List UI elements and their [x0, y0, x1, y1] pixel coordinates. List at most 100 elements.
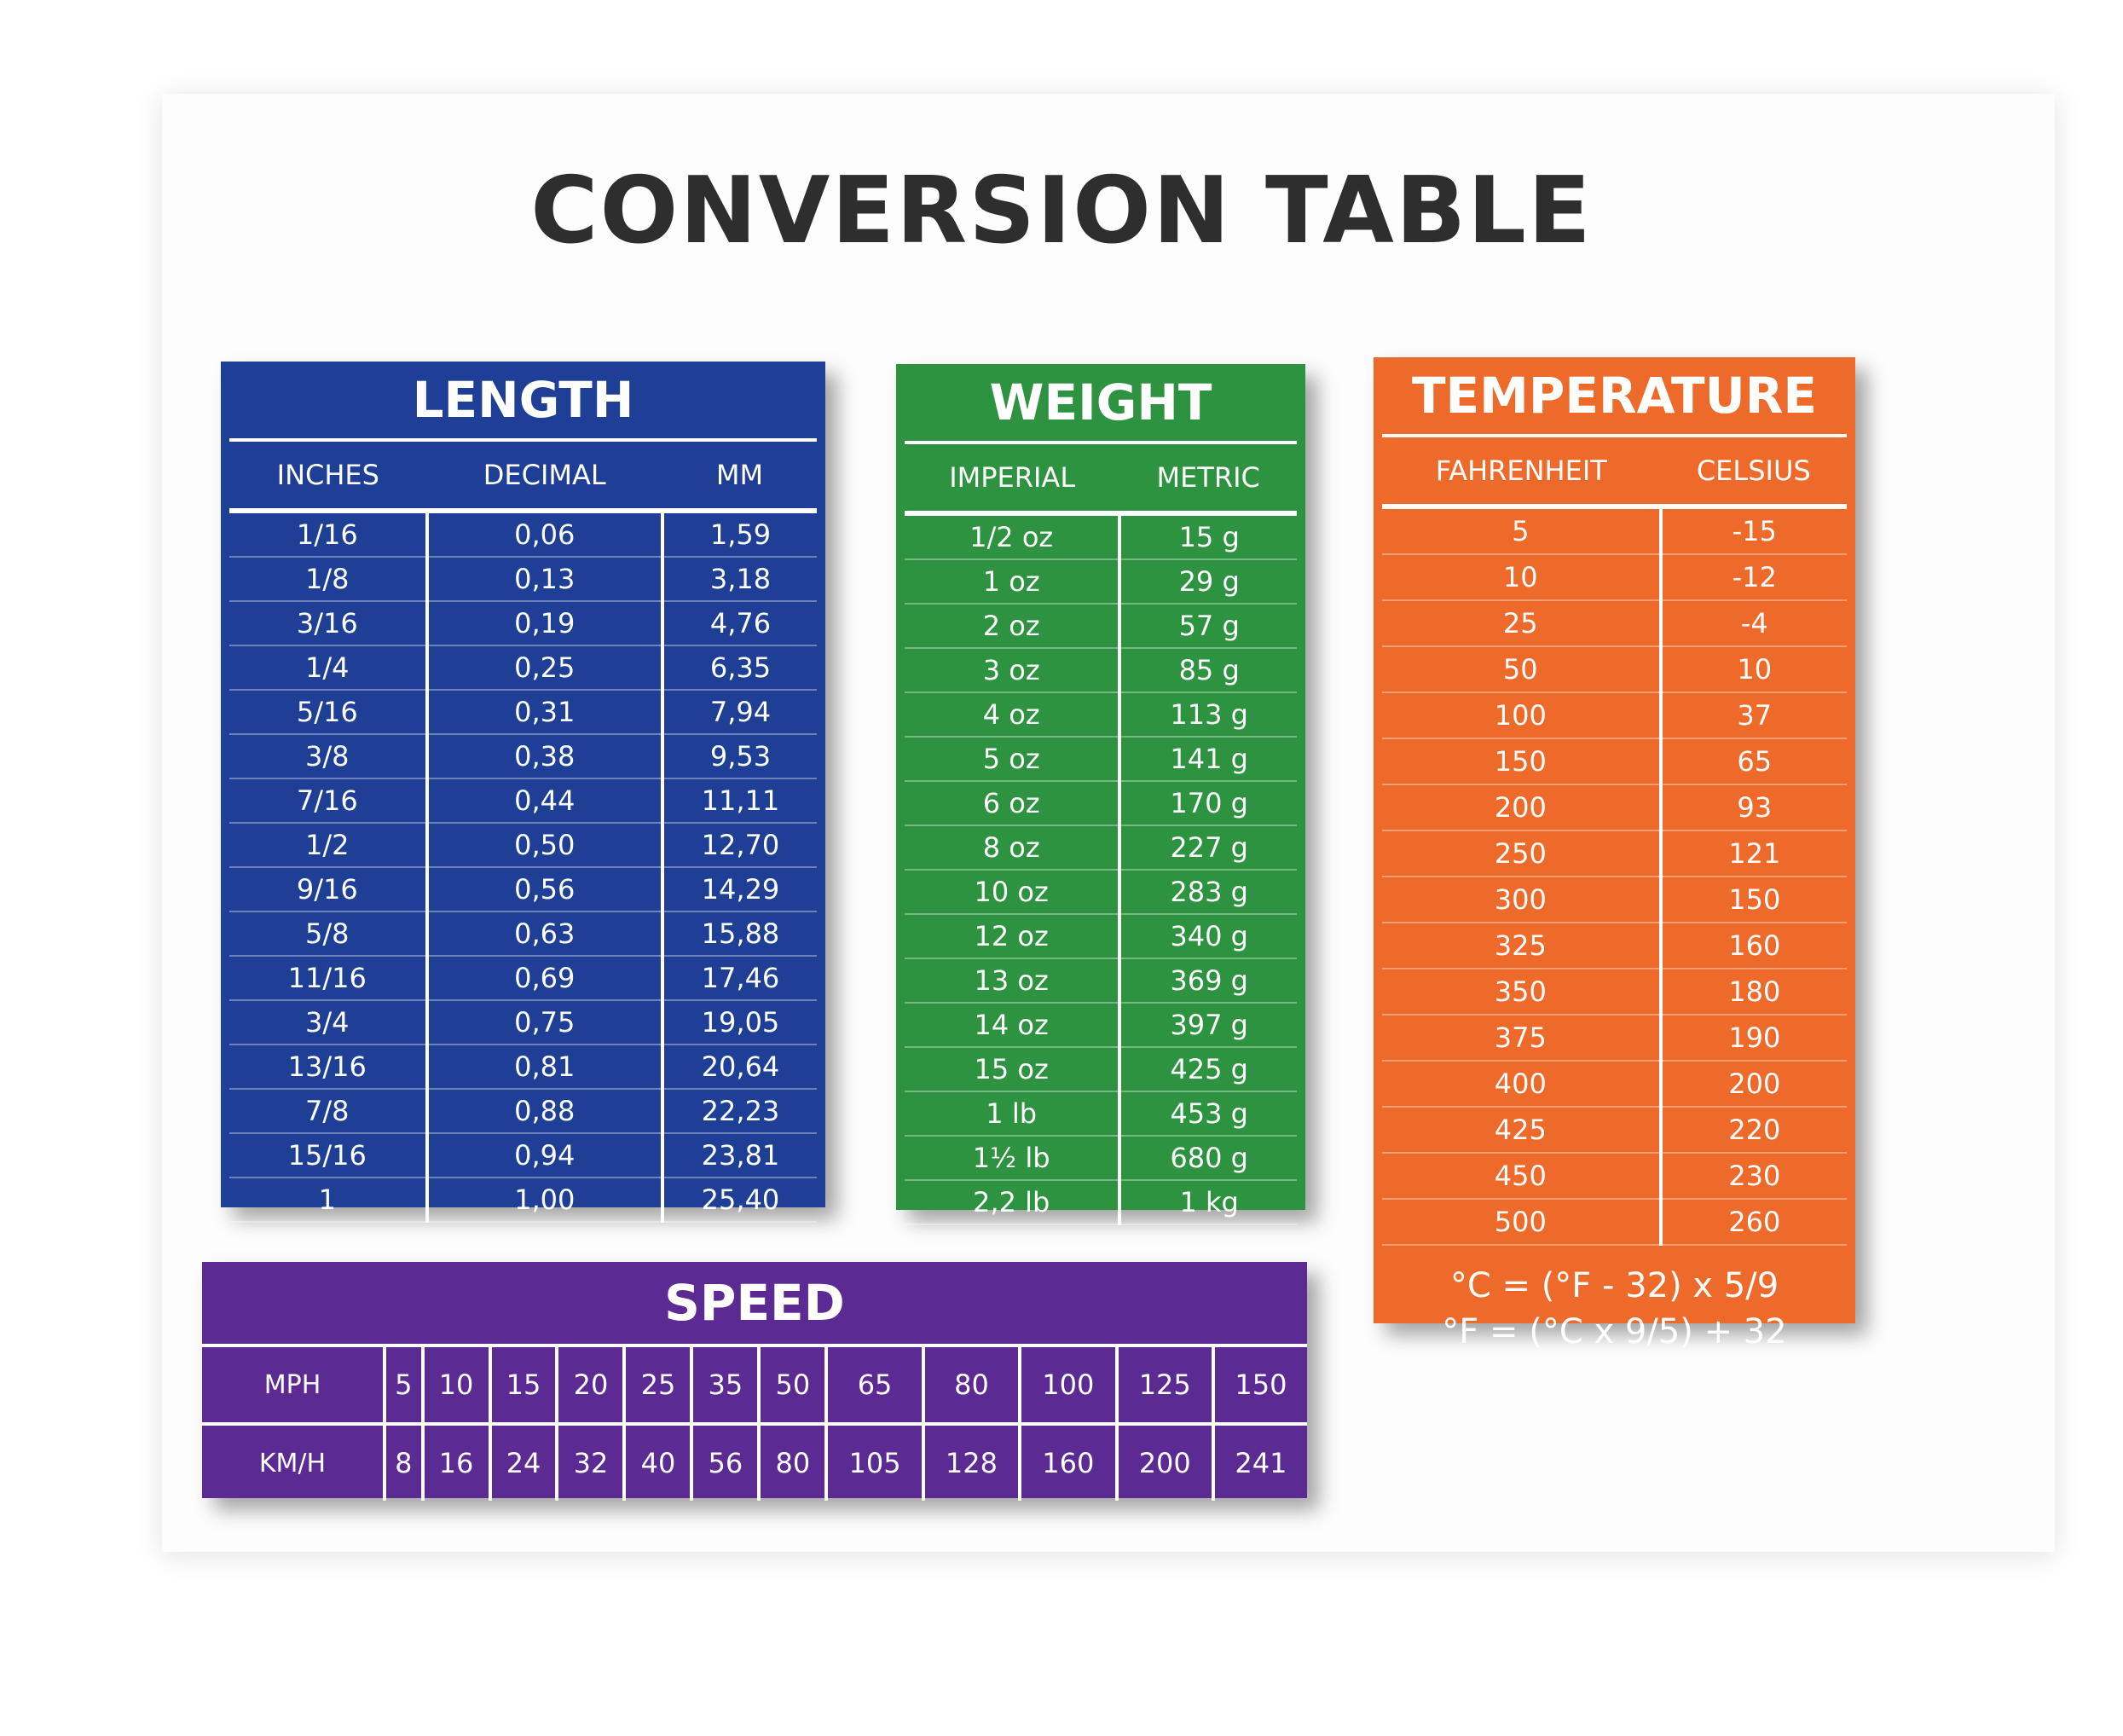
table-row: 450 230 — [1382, 1153, 1847, 1200]
cell: 15 oz — [905, 1047, 1120, 1092]
table-row: 350 180 — [1382, 969, 1847, 1016]
cell: 1/8 — [229, 557, 427, 602]
cell: 3 oz — [905, 648, 1120, 693]
cell: 230 — [1658, 1153, 1847, 1200]
cell: 227 g — [1118, 825, 1297, 871]
table-row: 12 oz 340 g — [905, 914, 1297, 959]
cell: 453 g — [1118, 1091, 1297, 1137]
cell: 400 — [1382, 1061, 1661, 1108]
cell: 141 g — [1118, 737, 1297, 782]
table-row: 5 oz 141 g — [905, 737, 1297, 782]
cell: 13/16 — [229, 1044, 427, 1090]
cell: 11/16 — [229, 956, 427, 1001]
cell: 9/16 — [229, 867, 427, 912]
cell: 4 oz — [905, 692, 1120, 738]
header-row: FAHRENHEIT CELSIUS — [1382, 437, 1847, 509]
cell: 1/16 — [229, 511, 427, 558]
cell: 369 g — [1118, 958, 1297, 1004]
cell: 15 g — [1118, 513, 1297, 560]
formulas: °C = (°F - 32) x 5/9 °F = (°C x 9/5) + 32 — [1382, 1246, 1847, 1355]
table-row: 1 oz 29 g — [905, 559, 1297, 605]
cell: 25,40 — [660, 1178, 817, 1223]
cell: 0,25 — [425, 645, 662, 691]
table-row: 15 oz 425 g — [905, 1047, 1297, 1092]
cell: 0,50 — [425, 823, 662, 868]
table-row: 1/2 0,50 12,70 — [229, 823, 817, 868]
cell: 0,44 — [425, 778, 662, 824]
cell: 8 — [383, 1424, 423, 1501]
table-row: MPH 5 10 15 20 25 35 50 65 80 100 125 150 — [202, 1347, 1307, 1426]
panel-title: WEIGHT — [905, 364, 1297, 444]
cell: 4,76 — [660, 601, 817, 646]
table-row: 1½ lb 680 g — [905, 1136, 1297, 1181]
cell: 35 — [690, 1347, 760, 1426]
table-row: KM/H 8 16 24 32 40 56 80 105 128 160 200 241 — [202, 1424, 1307, 1501]
cell: 375 — [1382, 1015, 1661, 1062]
table-row: 7/8 0,88 22,23 — [229, 1089, 817, 1134]
cell: 22,23 — [660, 1089, 817, 1134]
table-row: 1/16 0,06 1,59 — [229, 511, 817, 558]
cell: 5 — [383, 1347, 423, 1426]
table-row: 425 220 — [1382, 1107, 1847, 1154]
cell: 20,64 — [660, 1044, 817, 1090]
table-row: 10 oz 283 g — [905, 870, 1297, 915]
cell: 9,53 — [660, 734, 817, 779]
cell: 10 — [1658, 646, 1847, 693]
header-row: INCHES DECIMAL MM — [229, 442, 817, 513]
cell: 0,13 — [425, 557, 662, 602]
cell: 57 g — [1118, 604, 1297, 649]
column-header: CELSIUS — [1660, 437, 1847, 509]
page-title: CONVERSION TABLE — [530, 158, 1593, 264]
table-row: 3 oz 85 g — [905, 648, 1297, 693]
cell: 425 g — [1118, 1047, 1297, 1092]
cell: 16 — [420, 1424, 490, 1501]
cell: 1,59 — [660, 511, 817, 558]
table-row: 375 190 — [1382, 1015, 1847, 1062]
formula: °F = (°C x 9/5) + 32 — [1442, 1312, 1787, 1351]
cell: 15 — [488, 1347, 558, 1426]
table-row: 300 150 — [1382, 877, 1847, 923]
speed-panel: SPEED MPH 5 10 15 20 25 35 50 65 80 100 125 150 KM/H 8 1… — [202, 1262, 1307, 1501]
cell: 150 — [1211, 1347, 1307, 1426]
cell: 325 — [1382, 923, 1661, 969]
table-row: 1/8 0,13 3,18 — [229, 557, 817, 602]
table-row: 5 -15 — [1382, 506, 1847, 555]
cell: 1 oz — [905, 559, 1120, 605]
table-row: 5/8 0,63 15,88 — [229, 911, 817, 957]
cell: 3/16 — [229, 601, 427, 646]
cell: 160 — [1018, 1424, 1117, 1501]
cell: 24 — [488, 1424, 558, 1501]
row-label: MPH — [202, 1347, 385, 1426]
cell: 23,81 — [660, 1133, 817, 1178]
cell: 10 — [420, 1347, 490, 1426]
cell: 180 — [1658, 969, 1847, 1016]
column-header: DECIMAL — [426, 442, 662, 513]
cell: 5/8 — [229, 911, 427, 957]
cell: 40 — [622, 1424, 692, 1501]
cell: 1 — [229, 1178, 427, 1223]
cell: 0,38 — [425, 734, 662, 779]
cell: 0,94 — [425, 1133, 662, 1178]
cell: 0,63 — [425, 911, 662, 957]
cell: 65 — [824, 1347, 923, 1426]
table-row: 100 37 — [1382, 692, 1847, 739]
cell: 15,88 — [660, 911, 817, 957]
cell: 14,29 — [660, 867, 817, 912]
cell: 3/8 — [229, 734, 427, 779]
cell: 1/2 — [229, 823, 427, 868]
table-row: 3/4 0,75 19,05 — [229, 1000, 817, 1045]
table-row: 2 oz 57 g — [905, 604, 1297, 649]
cell: 15/16 — [229, 1133, 427, 1178]
table-row: 10 -12 — [1382, 554, 1847, 601]
cell: 14 oz — [905, 1003, 1120, 1048]
cell: 10 oz — [905, 870, 1120, 915]
cell: 680 g — [1118, 1136, 1297, 1181]
table-row: 1 1,00 25,40 — [229, 1178, 817, 1223]
cell: 250 — [1382, 830, 1661, 877]
table-row: 1 lb 453 g — [905, 1091, 1297, 1137]
cell: 340 g — [1118, 914, 1297, 959]
cell: 0,75 — [425, 1000, 662, 1045]
cell: 7/8 — [229, 1089, 427, 1134]
